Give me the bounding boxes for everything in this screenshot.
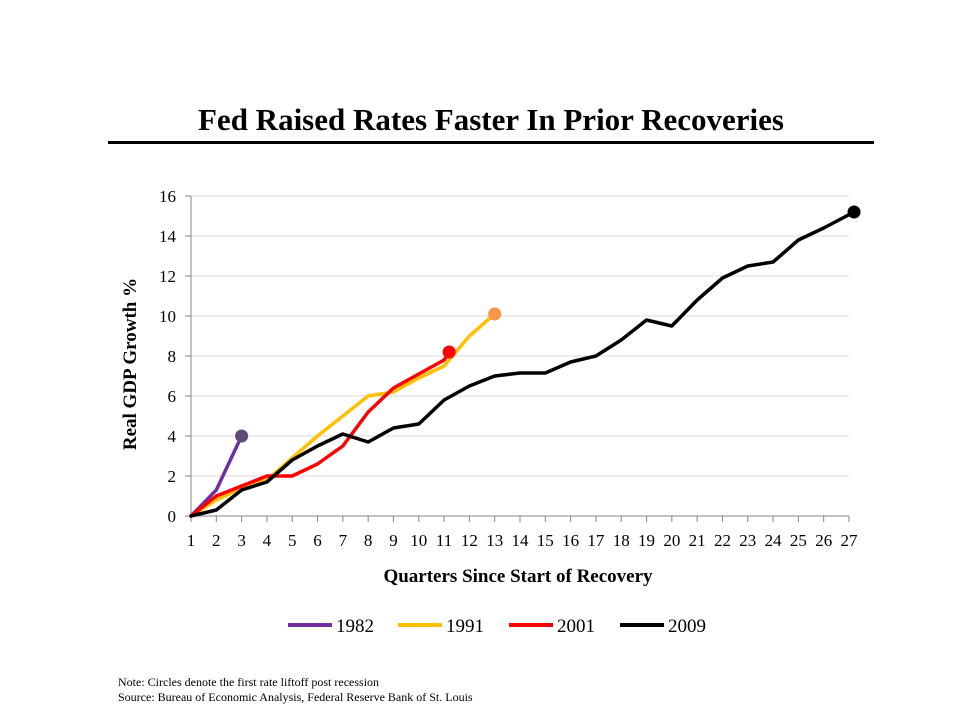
series-line-2001 <box>189 350 451 518</box>
y-tick-label: 0 <box>168 507 177 526</box>
x-tick-label: 21 <box>689 531 706 550</box>
x-tick-label: 12 <box>461 531 478 550</box>
y-tick-label: 4 <box>168 427 177 446</box>
legend-label-1982: 1982 <box>336 616 374 637</box>
slide-title: Fed Raised Rates Faster In Prior Recover… <box>198 102 784 137</box>
y-tick-label: 12 <box>159 267 176 286</box>
chart-source: Source: Bureau of Economic Analysis, Fed… <box>118 690 473 704</box>
x-axis-label: Quarters Since Start of Recovery <box>383 566 653 587</box>
x-tick-label: 26 <box>815 531 832 550</box>
x-tick-label: 20 <box>663 531 680 550</box>
x-tick-label: 11 <box>436 531 452 550</box>
y-tick-label: 2 <box>168 467 177 486</box>
series-line-2009 <box>189 210 856 518</box>
series-lines <box>189 210 856 518</box>
legend-label-2001: 2001 <box>557 616 595 637</box>
y-tick-label: 14 <box>159 227 177 246</box>
x-tick-label: 24 <box>765 531 783 550</box>
liftoff-marker-2001 <box>442 345 456 359</box>
x-tick-label: 16 <box>562 531 579 550</box>
y-tick-label: 6 <box>168 387 177 406</box>
x-tick-label: 9 <box>389 531 398 550</box>
x-tick-label: 13 <box>486 531 503 550</box>
x-tick-label: 2 <box>212 531 221 550</box>
chart-note: Note: Circles denote the first rate lift… <box>118 675 380 689</box>
legend-label-2009: 2009 <box>668 616 706 637</box>
liftoff-markers <box>235 205 861 443</box>
x-tick-label: 19 <box>638 531 655 550</box>
liftoff-marker-2009 <box>847 205 861 219</box>
x-tick-label: 1 <box>187 531 196 550</box>
x-tick-label: 3 <box>237 531 246 550</box>
x-tick-label: 23 <box>739 531 756 550</box>
x-tick-label: 17 <box>587 531 605 550</box>
x-tick-label: 15 <box>537 531 554 550</box>
x-tick-label: 14 <box>512 531 530 550</box>
title-divider <box>108 141 874 144</box>
x-tick-label: 8 <box>364 531 373 550</box>
x-tick-label: 7 <box>339 531 348 550</box>
y-axis-label: Real GDP Growth % <box>120 278 141 450</box>
gridlines <box>191 195 849 477</box>
legend: 1982 1991 2001 2009 <box>288 616 706 637</box>
y-tick-label: 16 <box>159 187 176 206</box>
x-tick-label: 6 <box>313 531 322 550</box>
x-tick-label: 5 <box>288 531 297 550</box>
liftoff-marker-1991 <box>488 307 502 321</box>
x-tick-label: 18 <box>613 531 630 550</box>
x-tick-label: 25 <box>790 531 807 550</box>
liftoff-marker-1982 <box>235 429 249 443</box>
x-tick-label: 10 <box>410 531 427 550</box>
x-tick-label: 4 <box>263 531 272 550</box>
x-tick-label: 22 <box>714 531 731 550</box>
x-tick-label: 27 <box>841 531 859 550</box>
y-tick-label: 10 <box>159 307 176 326</box>
y-tick-label: 8 <box>168 347 177 366</box>
series-line-1991 <box>189 312 497 518</box>
legend-label-1991: 1991 <box>446 616 484 637</box>
